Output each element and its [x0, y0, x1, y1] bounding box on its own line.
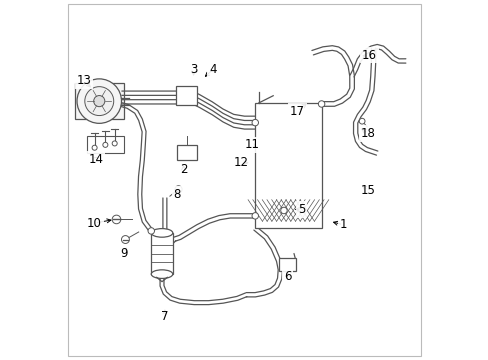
Circle shape — [251, 213, 258, 219]
Circle shape — [102, 142, 108, 147]
Bar — [175, 86, 197, 105]
Text: 8: 8 — [173, 188, 181, 201]
Circle shape — [318, 101, 324, 107]
Text: 9: 9 — [121, 247, 128, 260]
Text: 15: 15 — [360, 184, 375, 197]
Circle shape — [251, 120, 258, 126]
Text: 13: 13 — [76, 74, 91, 87]
Text: 14: 14 — [88, 153, 103, 166]
Circle shape — [94, 95, 104, 107]
Circle shape — [112, 141, 117, 146]
Ellipse shape — [151, 270, 172, 278]
Bar — [255, 103, 321, 228]
Circle shape — [121, 235, 129, 243]
Text: 4: 4 — [209, 63, 216, 76]
Text: 18: 18 — [360, 127, 375, 140]
Circle shape — [112, 215, 121, 224]
Bar — [75, 83, 123, 119]
Ellipse shape — [151, 229, 172, 237]
Text: 7: 7 — [161, 310, 168, 323]
Text: 10: 10 — [87, 216, 102, 230]
Text: 2: 2 — [180, 163, 187, 176]
Circle shape — [280, 207, 286, 214]
Text: 5: 5 — [298, 203, 305, 216]
Text: 12: 12 — [234, 156, 248, 169]
Circle shape — [175, 186, 182, 193]
Text: 6: 6 — [283, 270, 291, 283]
Circle shape — [359, 118, 364, 124]
Text: 16: 16 — [361, 49, 376, 62]
Bar — [86, 136, 124, 153]
Circle shape — [84, 87, 114, 116]
Text: 17: 17 — [289, 105, 305, 118]
Circle shape — [77, 79, 121, 123]
Text: 1: 1 — [339, 218, 346, 231]
Bar — [177, 145, 197, 160]
Bar — [151, 233, 172, 274]
Circle shape — [148, 228, 154, 234]
Circle shape — [92, 145, 97, 150]
Text: 11: 11 — [244, 138, 259, 151]
Bar — [278, 258, 295, 271]
Text: 3: 3 — [189, 63, 197, 76]
